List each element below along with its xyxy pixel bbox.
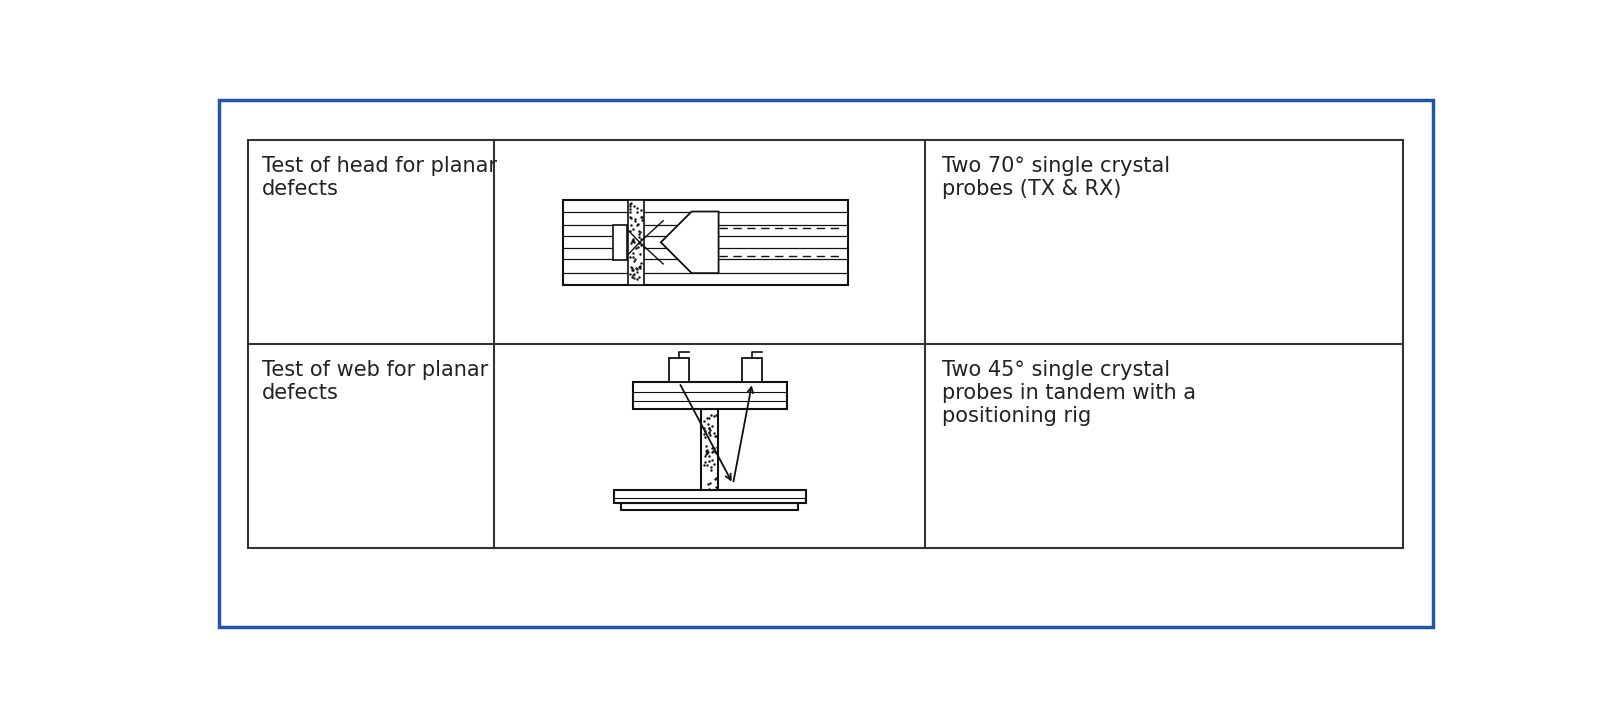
Text: Two 70° single crystal
probes (TX & RX): Two 70° single crystal probes (TX & RX) (943, 156, 1170, 199)
Text: Test of head for planar
defects: Test of head for planar defects (261, 156, 496, 199)
Bar (621, 503, 798, 510)
Bar (613, 225, 627, 260)
Bar (614, 490, 806, 503)
Bar (629, 200, 643, 284)
Bar (669, 358, 688, 382)
Bar (248, 140, 1402, 549)
Polygon shape (661, 212, 719, 273)
Text: Test of web for planar
defects: Test of web for planar defects (261, 360, 488, 403)
Bar (563, 200, 848, 284)
Bar (701, 410, 719, 490)
Bar (742, 358, 762, 382)
Text: Two 45° single crystal
probes in tandem with a
positioning rig: Two 45° single crystal probes in tandem … (943, 360, 1196, 426)
Bar (634, 382, 787, 410)
